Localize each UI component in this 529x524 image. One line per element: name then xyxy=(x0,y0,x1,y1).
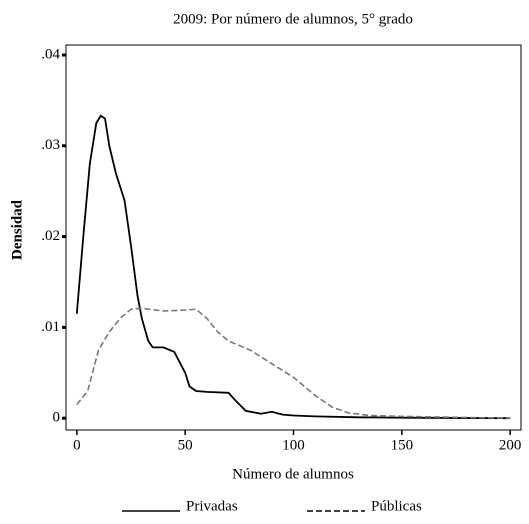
y-tick-label: 0 xyxy=(53,410,61,426)
y-tick-label: .04 xyxy=(41,46,60,62)
line xyxy=(76,307,511,419)
x-tick-label: 200 xyxy=(499,437,522,453)
y-tick-label: .01 xyxy=(41,319,60,335)
y-tick-label: .02 xyxy=(41,228,60,244)
chart-title: 2009: Por número de alumnos, 5° grado xyxy=(173,11,413,27)
y-axis-label: Densidad xyxy=(9,199,25,260)
x-tick-label: 0 xyxy=(73,437,81,453)
line xyxy=(75,114,511,420)
legend-label: Públicas xyxy=(371,498,422,514)
x-tick-label: 100 xyxy=(282,437,305,453)
legend-label: Privadas xyxy=(186,498,238,514)
y-tick-label: .03 xyxy=(41,137,60,153)
x-tick-label: 50 xyxy=(178,437,193,453)
x-axis-label: Número de alumnos xyxy=(232,466,354,482)
x-tick-label: 150 xyxy=(391,437,414,453)
